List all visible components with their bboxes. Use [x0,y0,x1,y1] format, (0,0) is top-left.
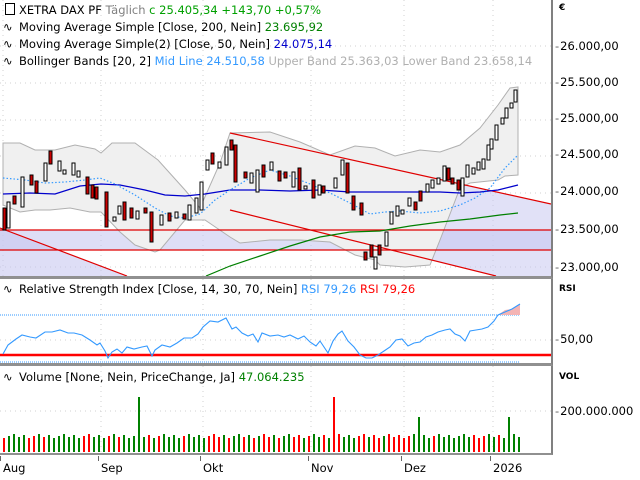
candle-icon [5,3,15,15]
time-axis[interactable]: Aug Sep Okt Nov Dez 2026 [0,455,553,480]
volume-params: [None, Nein, PriceChange, Ja] [65,370,236,384]
ma200-label: Moving Average Simple [19,20,155,34]
x-label: Sep [98,456,123,475]
x-label: Aug [0,456,26,475]
ma200-value: 23.695,92 [264,20,324,34]
rsi-legend[interactable]: ∿ Relative Strength Index [Close, 14, 30,… [3,281,415,298]
price-legend: XETRA DAX PF Täglich c 25.405,34 +143,70… [3,2,532,70]
change-pct: +0,57% [274,3,322,17]
volume-plot[interactable] [0,366,551,453]
legend-ma200[interactable]: ∿ Moving Average Simple [Close, 200, Nein… [3,19,532,36]
interval-label: Täglich [105,3,146,17]
rsi-pane[interactable]: ∿ Relative Strength Index [Close, 14, 30,… [0,279,553,366]
volume-axis-title: VOL [559,372,580,382]
bb-label: Bollinger Bands [19,54,110,68]
x-label: 2026 [489,456,523,475]
price-tick: 23.000,00 [555,260,619,274]
close-value: c 25.405,34 [149,3,218,17]
rsi-label: Relative Strength Index [19,282,155,296]
price-tick: 24.500,00 [555,147,619,161]
price-tick: 23.500,00 [555,222,619,236]
line-icon: ∿ [3,370,13,384]
bb-mid: Mid Line 24.510,58 [154,54,265,68]
ma50-params: [Close, 50, Nein] [174,37,271,51]
bb-params: [20, 2] [112,54,151,68]
rsi-value-red: RSI 79,26 [359,282,416,296]
legend-bollinger[interactable]: ∿ Bollinger Bands [20, 2] Mid Line 24.510… [3,53,532,70]
bb-upper: Upper Band 25.363,03 [268,54,399,68]
bb-lower: Lower Band 23.658,14 [402,54,533,68]
rsi-value: RSI 79,26 [301,282,357,296]
volume-axis[interactable]: VOL 200.000.000 [555,366,640,455]
volume-bars [3,397,520,452]
line-icon: ∿ [3,20,13,34]
legend-main[interactable]: XETRA DAX PF Täglich c 25.405,34 +143,70… [3,2,532,19]
line-icon: ∿ [3,54,13,68]
price-pane[interactable]: XETRA DAX PF Täglich c 25.405,34 +143,70… [0,0,553,279]
volume-legend[interactable]: ∿ Volume [None, Nein, PriceChange, Ja] 47… [3,369,305,386]
ma50-value: 24.075,14 [273,37,333,51]
price-axis[interactable]: € 26.000,00 25.500,00 25.000,00 24.500,0… [555,0,640,279]
change-abs: +143,70 [221,3,272,17]
x-label: Okt [199,456,224,475]
volume-pane[interactable]: ∿ Volume [None, Nein, PriceChange, Ja] 47… [0,366,553,455]
volume-tick: 200.000.000 [555,404,633,418]
line-icon: ∿ [3,37,13,51]
ma50-label: Moving Average Simple(2) [19,37,171,51]
x-label: Dez [401,456,426,475]
rsi-plot[interactable] [0,279,551,363]
volume-value: 47.064.235 [238,370,305,384]
ma200-params: [Close, 200, Nein] [158,20,262,34]
rsi-axis[interactable]: RSI 50,00 [555,279,640,366]
x-label: Nov [307,456,334,475]
line-icon: ∿ [3,282,13,296]
candlesticks [2,89,518,270]
volume-label: Volume [19,370,62,384]
legend-ma50[interactable]: ∿ Moving Average Simple(2) [Close, 50, Ne… [3,36,532,53]
symbol-label: XETRA DAX PF [19,3,102,17]
price-tick: 25.000,00 [555,111,619,125]
price-tick: 25.500,00 [555,75,619,89]
price-tick: 26.000,00 [555,39,619,53]
rsi-axis-title: RSI [559,284,576,294]
currency-label: € [559,3,566,13]
rsi-params: [Close, 14, 30, 70, Nein] [157,282,298,296]
price-tick: 24.000,00 [555,184,619,198]
price-plot[interactable] [0,0,551,276]
rsi-tick: 50,00 [555,332,593,346]
